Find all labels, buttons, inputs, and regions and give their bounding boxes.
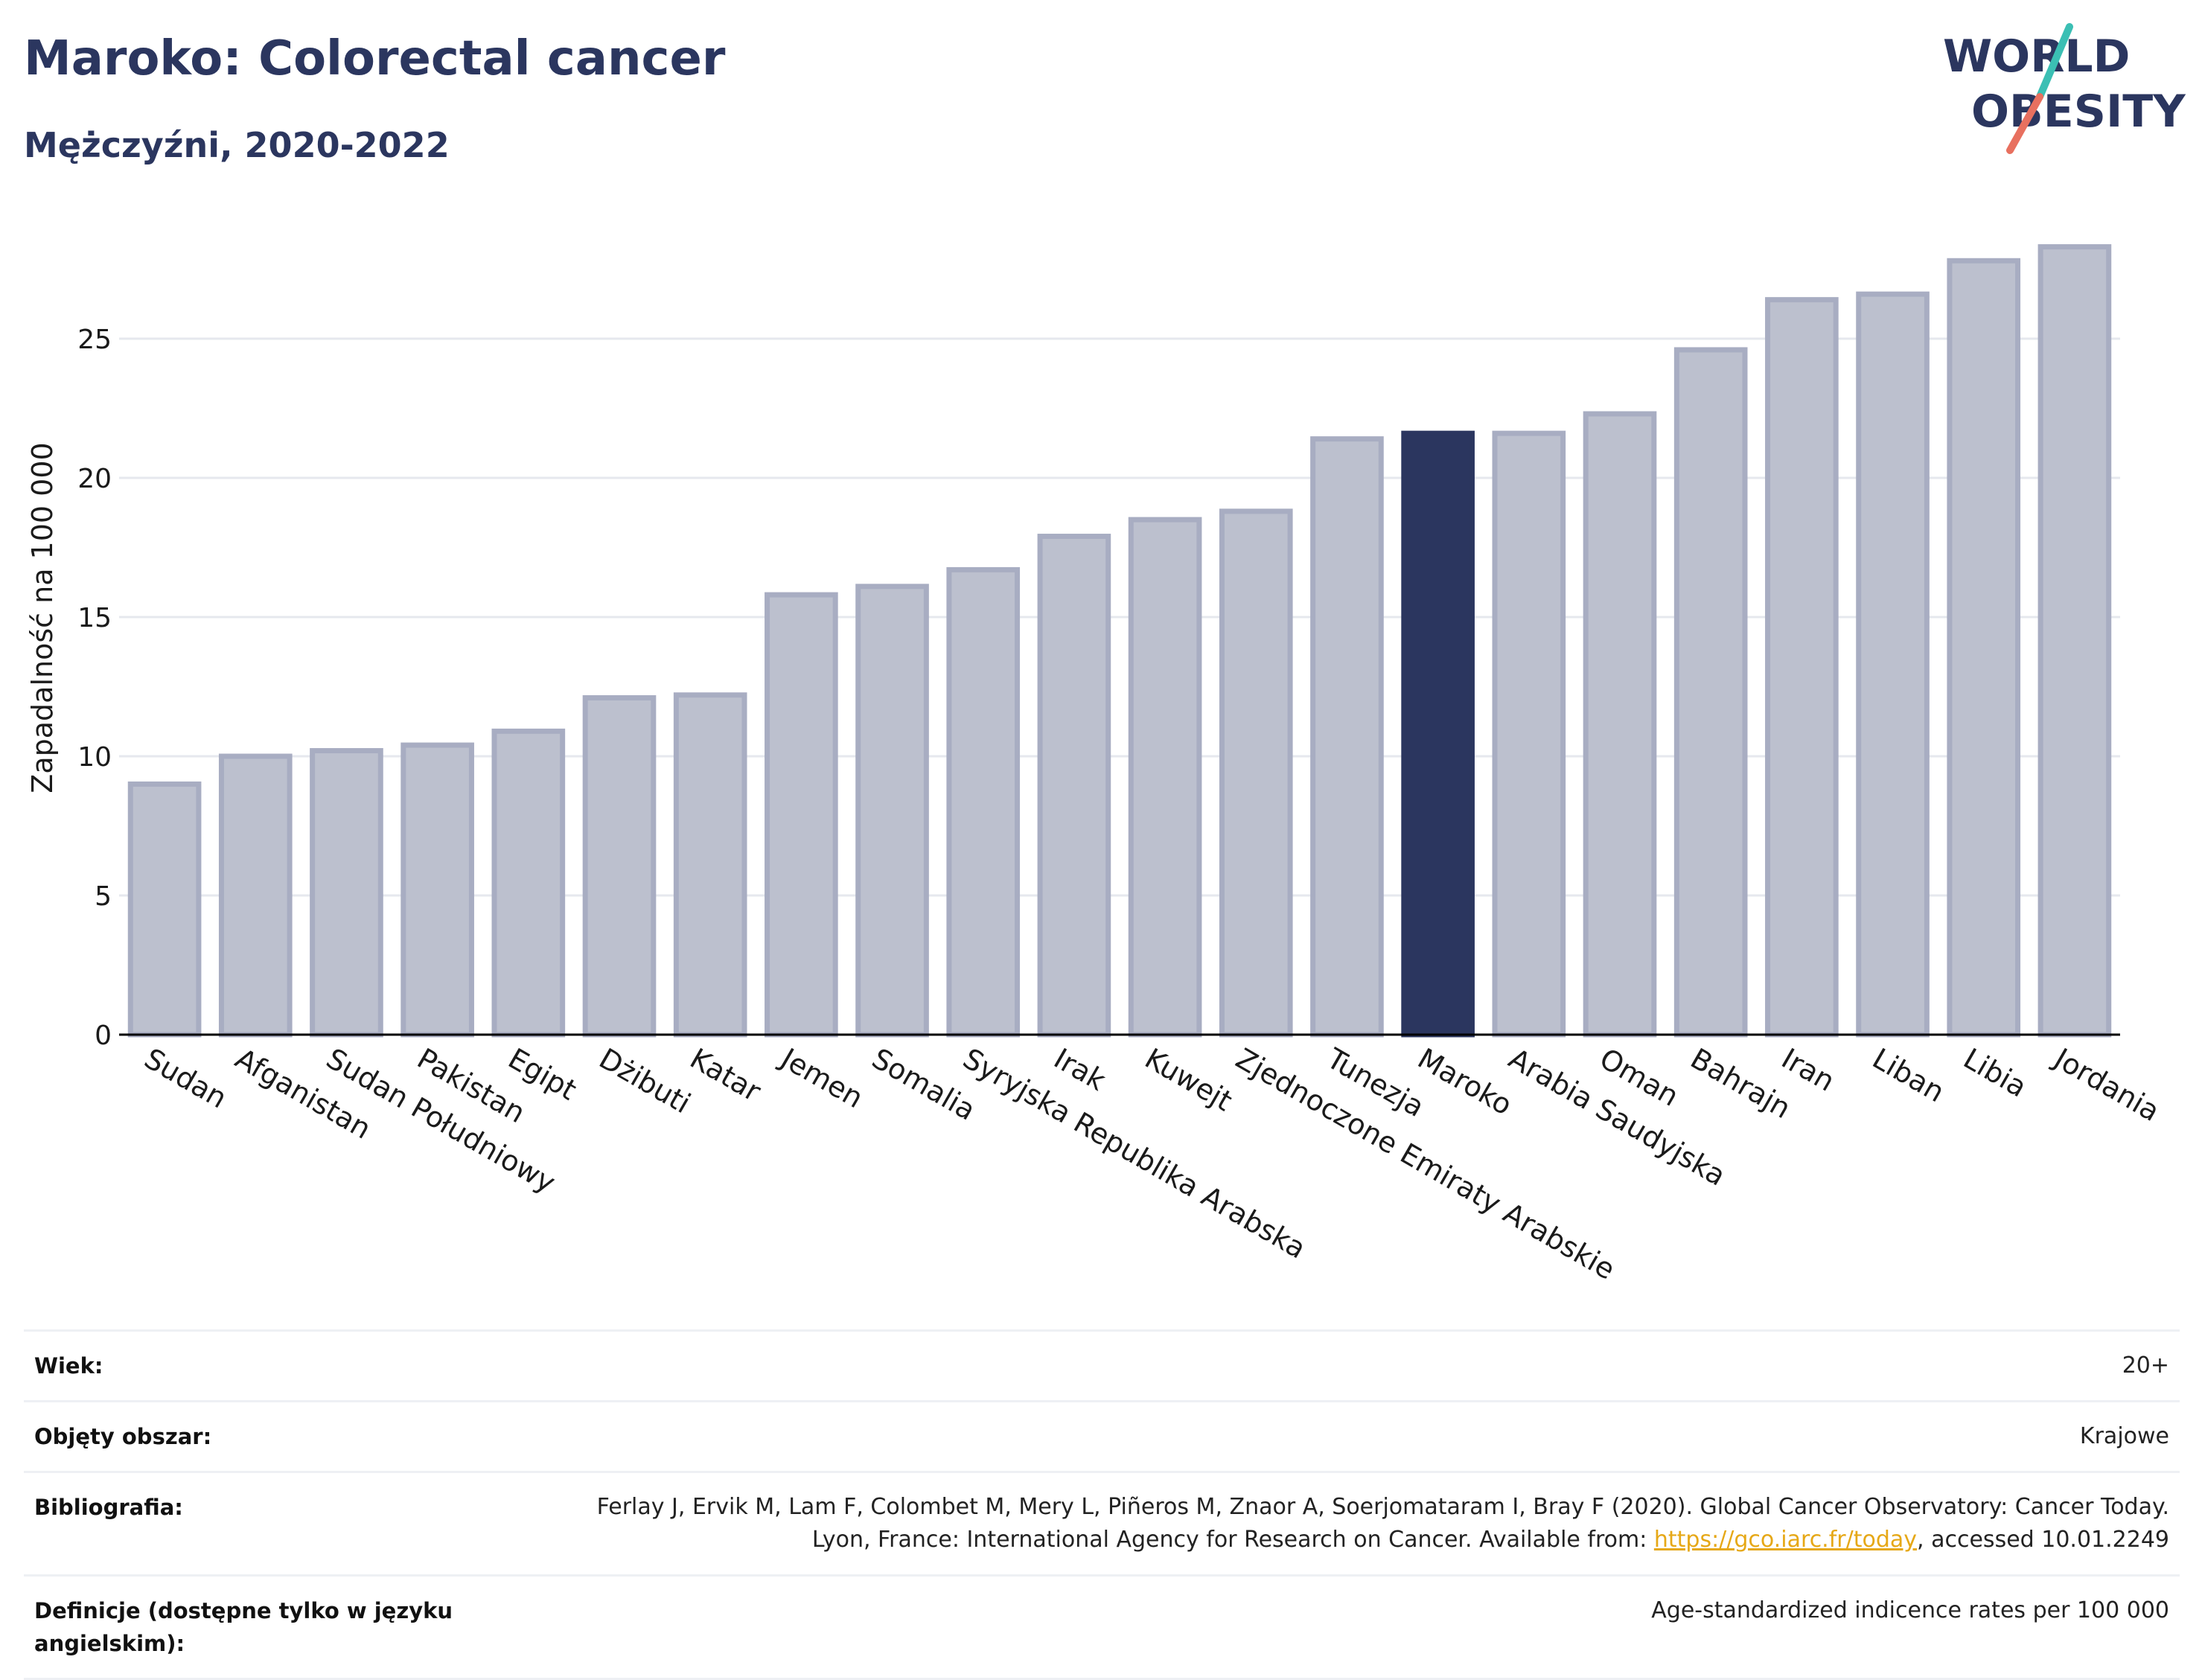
bar [310, 748, 383, 1038]
bar [127, 781, 202, 1038]
y-tick-label: 20 [77, 464, 112, 494]
bar [673, 692, 747, 1038]
x-tick-label: Kuwejt [1140, 1042, 1238, 1118]
info-value: Ferlay J, Ervik M, Lam F, Colombet M, Me… [521, 1472, 2180, 1576]
logo-line1: WORLD [1943, 31, 2130, 83]
x-tick-label: Bahrajn [1685, 1042, 1796, 1125]
bar [491, 728, 566, 1038]
y-tick-label: 15 [77, 603, 112, 633]
bar [765, 592, 838, 1038]
bar [1310, 436, 1384, 1038]
x-tick-label: Somalia [867, 1042, 981, 1127]
x-tick-label: Irak [1048, 1042, 1111, 1097]
bar [1856, 291, 1930, 1038]
world-obesity-logo: WORLD OBESITY [1943, 23, 2186, 154]
y-tick-labels: 0 5 10 15 20 25 [77, 325, 112, 1051]
bar [400, 742, 474, 1038]
logo-slash-bottom [2006, 93, 2043, 154]
info-row-age: Wiek: 20+ [24, 1330, 2180, 1402]
chart-title: Maroko: Colorectal cancer [24, 31, 726, 86]
bar-layer [119, 244, 2120, 1038]
y-tick-label: 10 [77, 742, 112, 773]
bar [946, 566, 1021, 1038]
bar [1583, 411, 1657, 1038]
logo-slash-top [2036, 23, 2073, 100]
x-tick-label: Iran [1776, 1042, 1840, 1098]
bar [1947, 258, 2021, 1038]
bibliography-accessed: , accessed 10.01.2249 [1917, 1527, 2169, 1553]
bar-highlight [1401, 430, 1475, 1038]
info-label: Bibliografia: [34, 1495, 183, 1520]
info-row-definitions: Definicje (dostępne tylko w języku angie… [24, 1575, 2180, 1679]
bar [1492, 430, 1566, 1038]
bar [218, 753, 293, 1038]
logo-line2: OBESITY [1971, 86, 2186, 138]
info-label: Definicje (dostępne tylko w języku angie… [34, 1598, 453, 1656]
bar [1128, 517, 1202, 1038]
bar [855, 584, 929, 1038]
bar [1765, 297, 1839, 1038]
bibliography-text: Ferlay J, Ervik M, Lam F, Colombet M, Me… [596, 1494, 2169, 1553]
bibliography-link[interactable]: https://gco.iarc.fr/today [1653, 1527, 1918, 1553]
bar [2037, 244, 2112, 1038]
x-tick-label: Jordania [2048, 1041, 2166, 1128]
y-tick-label: 25 [77, 325, 112, 355]
x-tick-label: Liban [1867, 1042, 1950, 1109]
x-tick-label: Libia [1958, 1042, 2032, 1104]
info-value: Krajowe [2079, 1423, 2169, 1449]
y-tick-label: 0 [95, 1021, 112, 1051]
x-tick-label: Dżibuti [594, 1042, 697, 1120]
x-tick-label: Katar [685, 1042, 767, 1108]
x-tick-label: Sudan [139, 1042, 233, 1115]
info-value: 20+ [2122, 1352, 2169, 1379]
info-label: Objęty obszar: [34, 1424, 212, 1449]
bar [582, 694, 657, 1038]
y-axis-title: Zapadalność na 100 000 [26, 442, 59, 793]
info-value: Age-standardized indicence rates per 100… [1651, 1597, 2169, 1623]
info-row-bibliography: Bibliografia: Ferlay J, Ervik M, Lam F, … [24, 1472, 2180, 1576]
info-label: Wiek: [34, 1353, 103, 1379]
bar [1037, 534, 1111, 1038]
bar [1673, 347, 1748, 1038]
info-row-area: Objęty obszar: Krajowe [24, 1401, 2180, 1472]
y-tick-label: 5 [95, 881, 112, 912]
bar [1219, 508, 1293, 1038]
x-tick-label: Maroko [1412, 1042, 1518, 1122]
info-table: Wiek: 20+ Objęty obszar: Krajowe Bibliog… [24, 1329, 2180, 1680]
chart-subtitle: Mężczyźni, 2020-2022 [24, 125, 450, 165]
x-tick-label: Jemen [774, 1041, 869, 1115]
